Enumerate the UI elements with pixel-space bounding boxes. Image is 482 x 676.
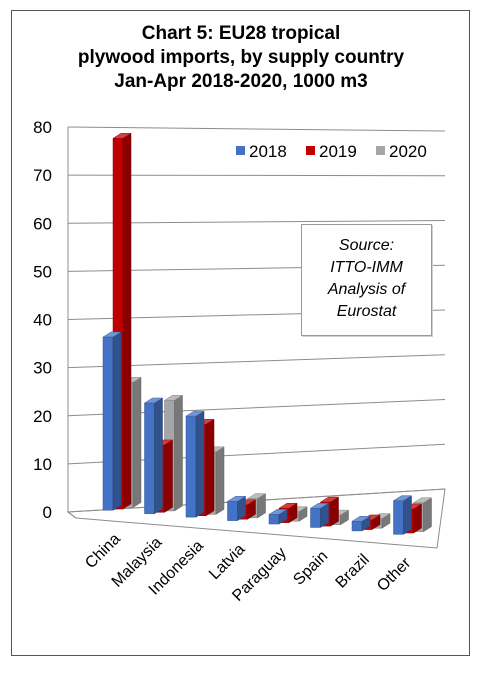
bar-2018-other — [392, 495, 413, 535]
bar-top-face — [226, 496, 247, 502]
bar-top-face — [412, 497, 433, 504]
source-line-1: Source: — [338, 237, 395, 254]
x-tick-label-brazil: Brazil — [333, 551, 373, 591]
bar-front-face — [351, 521, 363, 532]
bar-front-face — [393, 500, 404, 535]
bar-top-face — [185, 410, 205, 417]
bar-top-face — [112, 133, 132, 139]
y-tick-label-80: 80 — [33, 118, 52, 137]
bar-2018-latvia — [226, 495, 247, 522]
y-tick-label-50: 50 — [33, 262, 52, 281]
bar-top-face — [351, 516, 371, 522]
y-tick-label-60: 60 — [33, 214, 52, 233]
bar-top-face — [246, 493, 267, 499]
chart-bars — [102, 132, 433, 535]
bar-front-face — [227, 501, 238, 521]
legend-label-2019: 2019 — [319, 142, 357, 161]
bar-side-face — [132, 376, 142, 508]
y-tick-label-10: 10 — [33, 455, 52, 474]
legend-label-2020: 2020 — [389, 142, 427, 161]
source-line-3: Analysis of — [327, 281, 406, 298]
bar-side-face — [423, 497, 432, 533]
legend-swatch-2020 — [376, 146, 385, 155]
bar-side-face — [215, 446, 225, 515]
gridline-80 — [67, 126, 446, 132]
bar-side-face — [403, 495, 412, 535]
x-tick-label-other: Other — [374, 554, 415, 595]
bar-top-face — [268, 509, 288, 515]
y-tick-label-0: 0 — [43, 503, 52, 522]
bar-top-face — [319, 496, 340, 503]
x-tick-label-spain: Spain — [290, 548, 331, 589]
legend-swatch-2018 — [236, 146, 245, 155]
y-tick-label-70: 70 — [33, 166, 52, 185]
bar-side-face — [195, 410, 205, 518]
bar-2018-malaysia — [143, 397, 164, 515]
bar-side-face — [112, 331, 122, 511]
legend: 2018 2019 2020 — [236, 142, 427, 161]
bar-top-face — [309, 502, 330, 509]
x-tick-label-latvia: Latvia — [206, 541, 248, 583]
chart-title-line-3: Jan-Apr 2018-2020, 1000 m3 — [114, 71, 368, 92]
bar-side-face — [205, 418, 215, 517]
legend-swatch-2019 — [306, 146, 315, 155]
y-axis-tick-labels: 0 10 20 30 40 50 60 70 80 — [33, 118, 52, 522]
bar-side-face — [122, 132, 132, 510]
bar-front-face — [310, 507, 321, 528]
bar-top-face — [143, 397, 164, 404]
y-tick-label-20: 20 — [33, 407, 52, 426]
y-tick-label-30: 30 — [33, 359, 52, 378]
bar-2018-brazil — [351, 515, 371, 532]
bar-2018-spain — [309, 502, 330, 528]
bar-2018-indonesia — [185, 410, 205, 518]
chart-title-line-2: plywood imports, by supply country — [77, 47, 405, 68]
chart-title: Chart 5: EU28 tropical plywood imports, … — [0, 22, 482, 94]
bar-side-face — [164, 439, 173, 513]
bar-front-face — [185, 415, 197, 518]
bar-side-face — [174, 394, 183, 512]
bar-front-face — [102, 336, 114, 511]
bar-2018-china — [102, 331, 122, 511]
bar-top-face — [163, 395, 184, 401]
x-tick-label-china: China — [82, 530, 124, 572]
bar-top-face — [102, 331, 122, 338]
legend-label-2018: 2018 — [249, 142, 287, 161]
source-line-2: ITTO-IMM — [330, 259, 403, 276]
bar-top-face — [392, 495, 413, 501]
bar-front-face — [144, 402, 155, 514]
bar-side-face — [154, 397, 163, 515]
bar-2018-paraguay — [268, 508, 288, 525]
floor-left-edge — [67, 511, 77, 519]
bar-front-face — [268, 514, 280, 525]
y-tick-label-40: 40 — [33, 311, 52, 330]
chart-title-line-1: Chart 5: EU28 tropical — [141, 23, 341, 44]
source-note: Source: ITTO-IMM Analysis of Eurostat — [301, 224, 432, 336]
source-line-4: Eurostat — [336, 303, 397, 320]
bar-top-face — [278, 502, 298, 509]
